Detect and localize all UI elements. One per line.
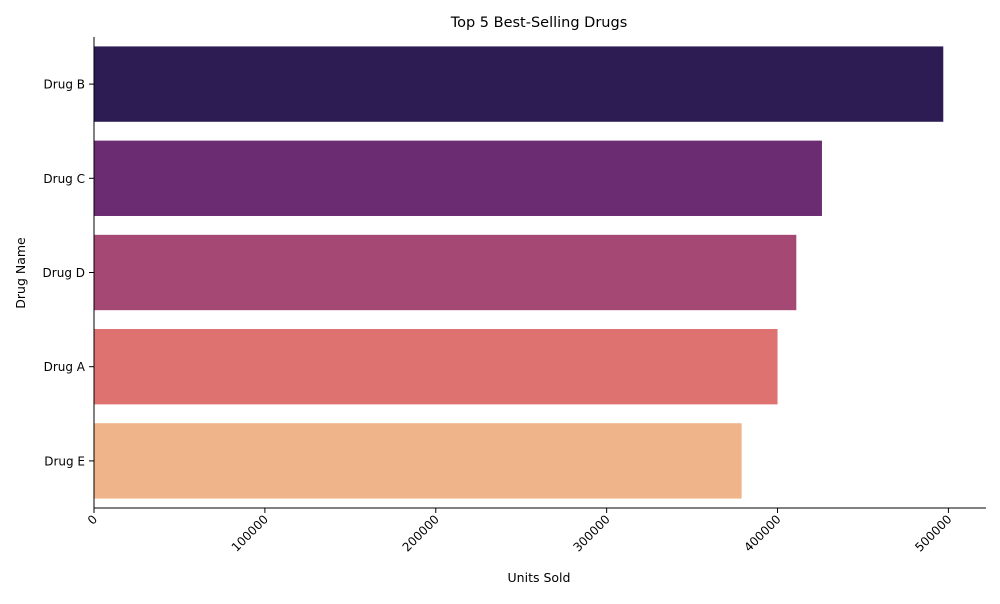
y-axis-label: Drug Name <box>13 237 28 309</box>
y-tick-label: Drug C <box>43 172 85 186</box>
x-tick-label: 400000 <box>741 512 783 554</box>
x-axis-label: Units Sold <box>508 570 571 585</box>
chart-title: Top 5 Best-Selling Drugs <box>450 15 628 31</box>
x-tick-label: 200000 <box>400 512 442 554</box>
y-tick-label: Drug E <box>44 454 85 468</box>
bar-drug-c <box>94 140 822 216</box>
y-tick-label: Drug B <box>44 78 85 92</box>
bar-drug-d <box>94 234 797 311</box>
x-axis-ticks: 0 100000 200000 300000 400000 500000 <box>85 508 955 555</box>
x-tick-label: 0 <box>85 512 100 527</box>
bars-group <box>94 46 944 499</box>
y-tick-label: Drug A <box>44 360 86 374</box>
y-axis-ticks: Drug B Drug C Drug D Drug A Drug E <box>43 78 94 468</box>
x-tick-label: 100000 <box>229 512 271 554</box>
x-tick-label: 300000 <box>570 512 612 554</box>
y-tick-label: Drug D <box>43 266 85 280</box>
bar-drug-a <box>94 329 778 405</box>
bar-drug-e <box>94 423 742 499</box>
x-tick-label: 500000 <box>912 512 954 554</box>
axis-spines <box>93 37 986 509</box>
bar-drug-b <box>94 46 944 122</box>
